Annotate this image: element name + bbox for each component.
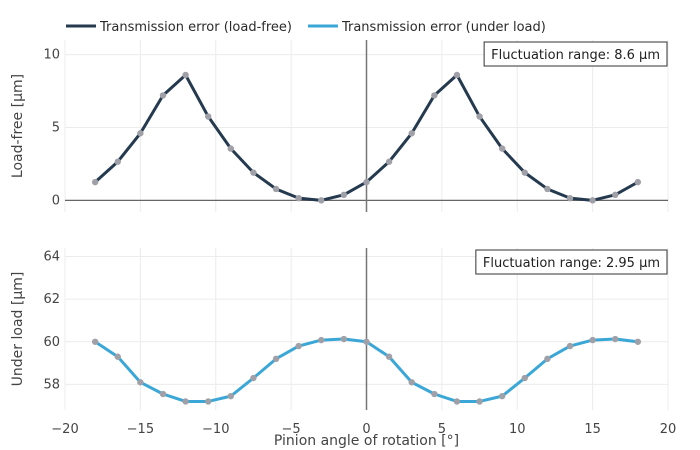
data-point	[295, 194, 302, 202]
data-point	[408, 130, 415, 137]
data-point	[272, 355, 280, 363]
data-point	[363, 178, 370, 186]
x-axis-title: Pinion angle of rotation [°]	[274, 433, 459, 449]
data-point	[318, 197, 325, 204]
data-point	[612, 191, 619, 198]
data-point	[634, 178, 642, 186]
data-point	[385, 158, 393, 165]
y-tick-label: 10	[43, 48, 60, 63]
data-point	[182, 71, 189, 79]
y-axis-title: Under load [µm]	[10, 272, 26, 387]
legend: Transmission error (load-free) Transmissi…	[66, 20, 546, 35]
x-tick-label: 0	[362, 422, 370, 437]
data-point	[408, 379, 415, 386]
y-tick-label: 5	[52, 120, 60, 135]
data-point	[589, 336, 596, 344]
x-tick-label: −15	[127, 422, 154, 437]
data-point	[137, 379, 144, 386]
data-point	[182, 398, 189, 405]
panel-under-load: 58 60 62 64 Under load [µm] Fluctuation range…	[10, 248, 669, 410]
data-point	[566, 194, 574, 202]
data-point	[521, 374, 528, 382]
data-point	[295, 342, 302, 350]
y-tick-label: 58	[43, 377, 60, 392]
data-point	[498, 145, 506, 152]
x-tick-label: 15	[584, 422, 601, 437]
y-tick-label: 60	[43, 335, 60, 350]
data-point	[91, 178, 99, 186]
data-point	[476, 398, 483, 405]
data-point	[114, 353, 121, 360]
fluctuation-annotation: Fluctuation range: 8.6 µm	[483, 41, 668, 67]
legend-label: Transmission error (load-free)	[99, 20, 292, 35]
data-point	[566, 342, 574, 350]
data-point	[431, 390, 438, 398]
data-point	[612, 335, 619, 343]
annotation-text: Fluctuation range: 8.6 µm	[491, 48, 660, 63]
data-point	[544, 355, 551, 363]
data-point	[205, 113, 212, 120]
x-axis: −20 −15 −10 −5 0 5 10 15 20 Pinion angle of rotat…	[51, 422, 676, 449]
x-tick-label: −5	[282, 422, 301, 437]
x-tick-label: 20	[660, 422, 677, 437]
data-point	[340, 335, 348, 343]
data-point	[91, 338, 99, 345]
data-point	[227, 392, 235, 400]
annotation-text: Fluctuation range: 2.95 µm	[483, 256, 660, 271]
y-tick-label: 62	[43, 292, 60, 307]
data-point	[227, 145, 235, 152]
data-point	[385, 353, 393, 360]
data-point	[272, 185, 280, 193]
data-point	[498, 392, 506, 400]
data-point	[159, 92, 167, 99]
data-point	[340, 191, 348, 198]
data-point	[159, 390, 167, 398]
x-tick-label: −20	[51, 422, 78, 437]
data-point	[114, 158, 121, 165]
data-point	[453, 71, 461, 79]
data-point	[250, 169, 257, 176]
data-point	[137, 130, 144, 137]
data-point	[250, 374, 257, 382]
data-point	[544, 185, 551, 193]
data-point	[318, 336, 325, 344]
annotation-box	[475, 249, 668, 275]
data-point	[476, 113, 483, 120]
legend-label: Transmission error (under load)	[341, 20, 546, 35]
data-point	[453, 398, 461, 405]
y-tick-label: 64	[43, 250, 60, 265]
data-point	[589, 197, 596, 204]
y-tick-label: 0	[52, 193, 60, 208]
data-point	[431, 92, 438, 99]
y-axis-title: Load-free [µm]	[10, 74, 26, 178]
fluctuation-annotation: Fluctuation range: 2.95 µm	[475, 249, 668, 275]
data-point	[363, 338, 370, 345]
panel-load-free: 0 5 10 Load-free [µm] Fluctuation range: 8.6…	[10, 40, 669, 212]
x-tick-label: −10	[202, 422, 229, 437]
data-point	[205, 398, 212, 405]
x-tick-label: 10	[509, 422, 526, 437]
x-tick-label: 5	[438, 422, 446, 437]
data-point	[634, 338, 642, 345]
annotation-box	[483, 41, 668, 67]
data-point	[521, 169, 528, 176]
